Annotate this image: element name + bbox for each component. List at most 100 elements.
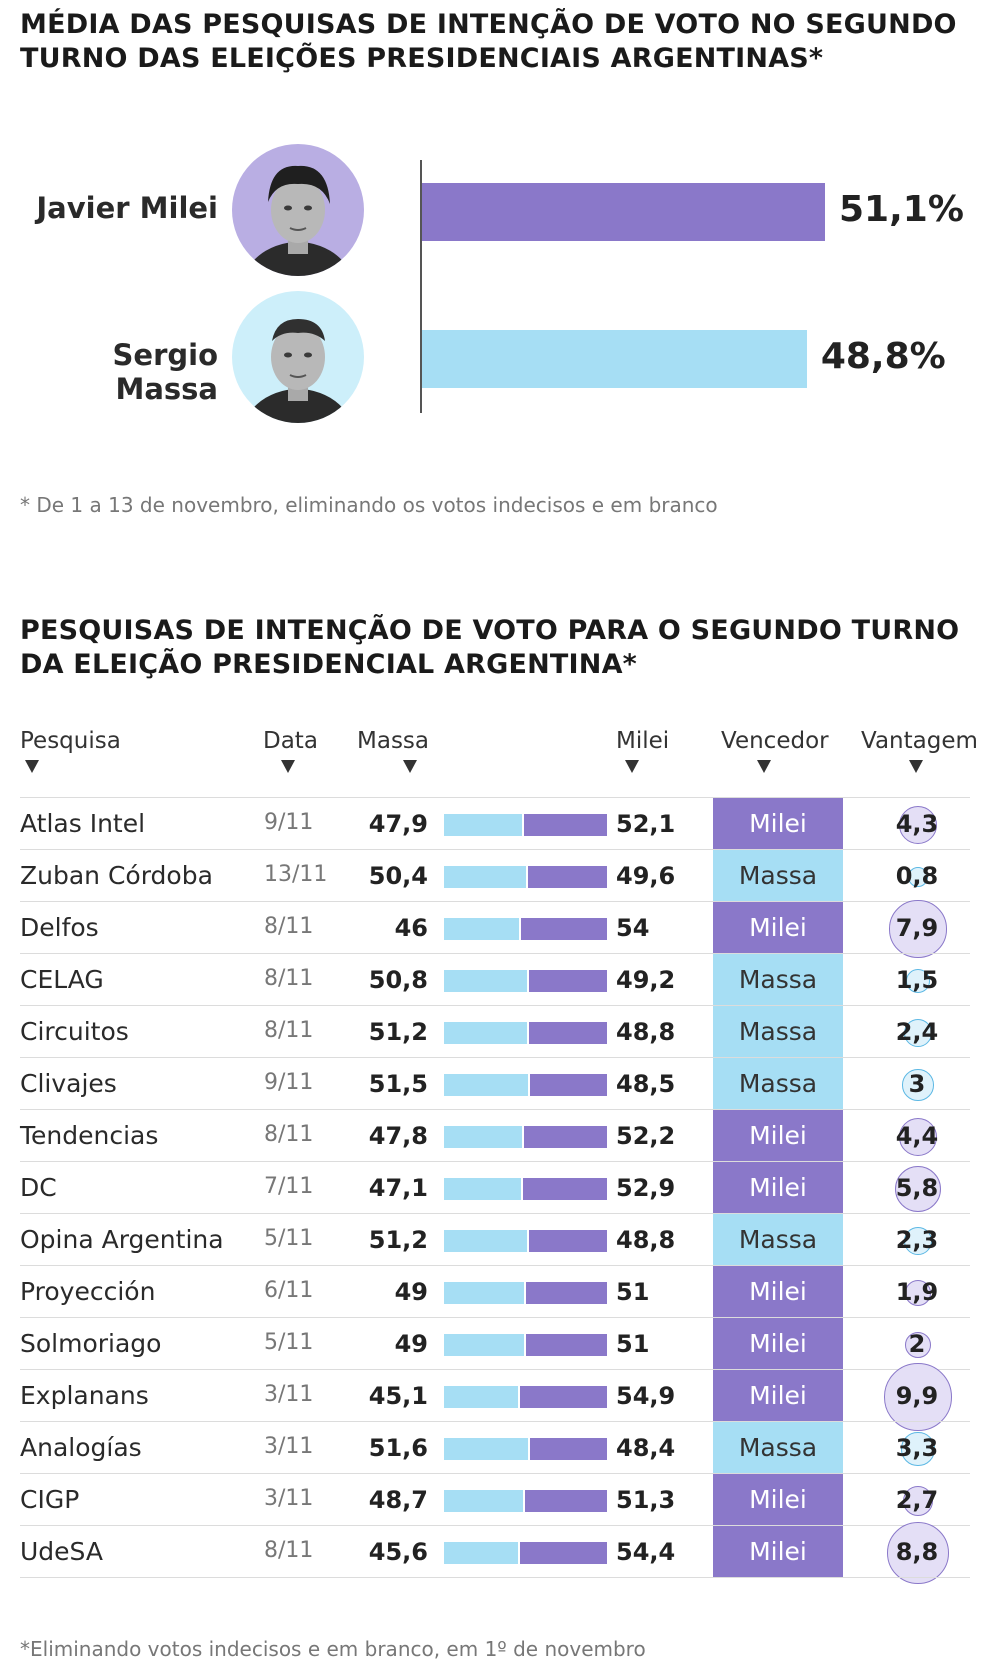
milei-value: 54 bbox=[616, 914, 650, 942]
poll-name: UdeSA bbox=[20, 1537, 103, 1566]
milei-bar bbox=[520, 1386, 607, 1408]
massa-bar bbox=[444, 1022, 527, 1044]
bar-axis-line bbox=[420, 160, 422, 413]
poll-date: 3/11 bbox=[264, 1382, 314, 1407]
advantage-bubble bbox=[898, 1117, 938, 1157]
row-divider bbox=[20, 1057, 970, 1058]
winner-cell: Milei bbox=[713, 1318, 843, 1369]
sort-arrow-milei-icon bbox=[625, 760, 639, 773]
sort-arrow-data-icon bbox=[281, 760, 295, 773]
milei-bar bbox=[530, 1438, 607, 1460]
row-divider bbox=[20, 1213, 970, 1214]
table-row: Analogías 3/11 51,6 48,4 Massa 3,3 bbox=[0, 1422, 984, 1473]
massa-value: 51,5 bbox=[368, 1070, 428, 1098]
massa-value: 49 bbox=[394, 1330, 428, 1358]
row-divider bbox=[20, 1005, 970, 1006]
milei-bar bbox=[529, 1022, 607, 1044]
table-row: Circuitos 8/11 51,2 48,8 Massa 2,4 bbox=[0, 1006, 984, 1057]
advantage-value: 8,8 bbox=[895, 1538, 939, 1566]
table-row: CIGP 3/11 48,7 51,3 Milei 2,7 bbox=[0, 1474, 984, 1525]
massa-value: 50,8 bbox=[368, 966, 428, 994]
poll-name: Explanans bbox=[20, 1381, 149, 1410]
candidate-photo-massa bbox=[232, 291, 364, 423]
advantage-bubble bbox=[898, 805, 938, 845]
row-divider bbox=[20, 1577, 970, 1578]
milei-bar bbox=[526, 1282, 607, 1304]
poll-date: 8/11 bbox=[264, 1122, 314, 1147]
poll-name: DC bbox=[20, 1173, 57, 1202]
milei-bar bbox=[524, 814, 607, 836]
massa-value: 51,2 bbox=[368, 1018, 428, 1046]
winner-cell: Milei bbox=[713, 1370, 843, 1421]
massa-bar bbox=[444, 1074, 528, 1096]
advantage-value: 3 bbox=[908, 1070, 926, 1098]
winner-cell: Massa bbox=[713, 850, 843, 901]
milei-bar bbox=[530, 1074, 607, 1096]
advantage-value: 2,7 bbox=[895, 1486, 939, 1514]
advantage-bubble bbox=[904, 1227, 932, 1255]
massa-value: 47,9 bbox=[368, 810, 428, 838]
poll-date: 9/11 bbox=[264, 810, 314, 835]
milei-bar bbox=[526, 1334, 607, 1356]
milei-bar bbox=[520, 1542, 607, 1564]
poll-name: Analogías bbox=[20, 1433, 142, 1462]
massa-value: 47,1 bbox=[368, 1174, 428, 1202]
table-row: Solmoriago 5/11 49 51 Milei 2 bbox=[0, 1318, 984, 1369]
massa-bar bbox=[444, 1542, 518, 1564]
winner-cell: Massa bbox=[713, 1422, 843, 1473]
advantage-value: 2 bbox=[908, 1330, 926, 1358]
table-row: Tendencias 8/11 47,8 52,2 Milei 4,4 bbox=[0, 1110, 984, 1161]
advantage-value: 4,4 bbox=[895, 1122, 939, 1150]
advantage-bubble bbox=[902, 1069, 934, 1101]
massa-bar bbox=[444, 1334, 524, 1356]
poll-name: Atlas Intel bbox=[20, 809, 146, 838]
advantage-bubble bbox=[907, 866, 929, 888]
advantage-value: 2,4 bbox=[895, 1018, 939, 1046]
advantage-value: 3,3 bbox=[895, 1434, 939, 1462]
advantage-bubble bbox=[901, 1432, 935, 1466]
table-row: Zuban Córdoba 13/11 50,4 49,6 Massa 0,8 bbox=[0, 850, 984, 901]
advantage-value: 5,8 bbox=[895, 1174, 939, 1202]
poll-date: 8/11 bbox=[264, 1018, 314, 1043]
winner-cell: Milei bbox=[713, 902, 843, 953]
milei-value: 49,6 bbox=[616, 862, 676, 890]
header-data: Data bbox=[263, 728, 318, 754]
advantage-value: 7,9 bbox=[895, 914, 939, 942]
milei-value: 48,4 bbox=[616, 1434, 676, 1462]
average-bar-milei bbox=[421, 183, 825, 241]
massa-bar bbox=[444, 970, 527, 992]
massa-value: 47,8 bbox=[368, 1122, 428, 1150]
header-vencedor: Vencedor bbox=[721, 728, 829, 754]
table-row: Proyección 6/11 49 51 Milei 1,9 bbox=[0, 1266, 984, 1317]
massa-bar bbox=[444, 1438, 528, 1460]
poll-name: Delfos bbox=[20, 913, 99, 942]
massa-bar bbox=[444, 918, 519, 940]
winner-cell: Milei bbox=[713, 1474, 843, 1525]
milei-value: 48,8 bbox=[616, 1018, 676, 1046]
massa-value: 51,6 bbox=[368, 1434, 428, 1462]
poll-name: Opina Argentina bbox=[20, 1225, 224, 1254]
row-divider bbox=[20, 1369, 970, 1370]
milei-value: 48,8 bbox=[616, 1226, 676, 1254]
row-divider bbox=[20, 1109, 970, 1110]
poll-name: CELAG bbox=[20, 965, 104, 994]
milei-bar bbox=[523, 1178, 607, 1200]
advantage-value: 1,5 bbox=[895, 966, 939, 994]
row-divider bbox=[20, 1421, 970, 1422]
table-row: UdeSA 8/11 45,6 54,4 Milei 8,8 bbox=[0, 1522, 984, 1584]
massa-bar bbox=[444, 1126, 522, 1148]
table-row: Opina Argentina 5/11 51,2 48,8 Massa 2,3 bbox=[0, 1214, 984, 1265]
poll-date: 8/11 bbox=[264, 966, 314, 991]
chart-footnote: * De 1 a 13 de novembro, eliminando os v… bbox=[20, 493, 718, 517]
milei-bar bbox=[524, 1126, 607, 1148]
advantage-bubble bbox=[889, 900, 947, 958]
poll-name: CIGP bbox=[20, 1485, 80, 1514]
massa-value: 49 bbox=[394, 1278, 428, 1306]
milei-value: 52,9 bbox=[616, 1174, 676, 1202]
candidate-name-milei: Javier Milei bbox=[36, 191, 218, 225]
milei-value: 51,3 bbox=[616, 1486, 676, 1514]
massa-bar bbox=[444, 1178, 521, 1200]
poll-date: 9/11 bbox=[264, 1070, 314, 1095]
header-vantagem: Vantagem bbox=[861, 728, 978, 754]
table-top-rule bbox=[20, 797, 970, 798]
